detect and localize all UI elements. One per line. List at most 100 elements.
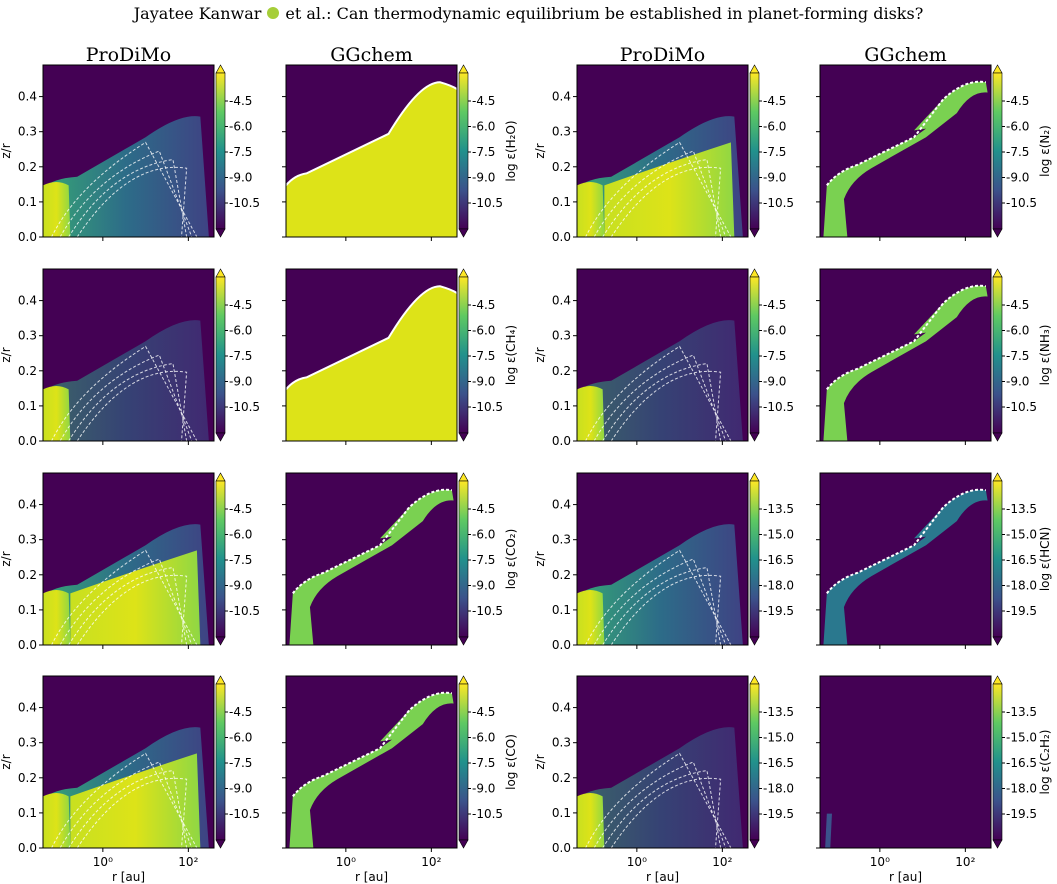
colorbar-extend-bottom: [992, 228, 1003, 238]
colorbar-extend-bottom: [215, 839, 226, 849]
colorbar-tick-label: -6.0: [763, 324, 786, 338]
y-tick-label: 0.4: [18, 701, 37, 715]
abundance-region: [286, 286, 457, 441]
colorbar: [458, 276, 469, 434]
colorbar-tick-label: -7.5: [472, 553, 495, 567]
colorbar-tick-label: -16.5: [1006, 756, 1037, 770]
colorbar-extend-bottom: [215, 636, 226, 646]
y-tick-label: 0.0: [552, 638, 571, 652]
colorbar-tick-label: -7.5: [229, 145, 252, 159]
y-tick-label: 0.0: [18, 434, 37, 448]
colorbar-extend-bottom: [458, 228, 469, 238]
colorbar-tick-label: -9.0: [472, 375, 495, 389]
colorbar-tick-label: -6.0: [472, 324, 495, 338]
contour-line: [76, 370, 188, 442]
panel-frame: [42, 268, 215, 442]
colorbar-tick-label: -10.5: [1006, 196, 1037, 210]
colorbar-label: log ε(H₂O): [504, 120, 518, 181]
x-axis-label: r [au]: [112, 870, 145, 884]
y-tick-label: 0.0: [552, 434, 571, 448]
panel-r1-c2: -4.5 -6.0 -7.5 -9.0 -10.5 log ε(H₂O): [282, 64, 518, 241]
column-title-4: GGchem: [864, 44, 947, 66]
column-title-1: ProDiMo: [86, 44, 172, 66]
panel-frame: [285, 268, 458, 442]
x-axis-label: r [au]: [646, 870, 679, 884]
panel-frame: [285, 64, 458, 238]
colorbar: [992, 683, 1003, 841]
abundance-core: [577, 589, 605, 645]
colorbar-tick-label: -19.5: [763, 807, 794, 821]
colorbar-extend-bottom: [749, 636, 760, 646]
y-tick-label: 0.0: [552, 230, 571, 244]
colorbar-tick-label: -10.5: [472, 196, 503, 210]
contour-line: [76, 777, 188, 849]
colorbar-tick-label: -7.5: [1006, 145, 1029, 159]
colorbar: [458, 683, 469, 841]
abundance-core: [577, 792, 605, 848]
colorbar-tick-label: -10.5: [229, 400, 260, 414]
panel-frame: [285, 472, 458, 646]
colorbar-extend-bottom: [215, 432, 226, 442]
contour-line: [285, 285, 458, 391]
colorbar-tick-label: -10.5: [229, 196, 260, 210]
colorbar: [215, 72, 226, 230]
colorbar-tick-label: -13.5: [1006, 705, 1037, 719]
panel-frame: [819, 675, 992, 849]
abundance-core: [43, 589, 71, 645]
contour-line: [602, 770, 722, 849]
colorbar-tick-label: -19.5: [763, 604, 794, 618]
contour-line: [610, 370, 722, 442]
y-tick-label: 0.2: [18, 771, 37, 785]
colorbar-tick-label: -7.5: [229, 349, 252, 363]
colorbar-extend-top: [992, 472, 1003, 482]
colorbar-extend-top: [215, 64, 226, 74]
y-tick-label: 0.1: [18, 806, 37, 820]
y-tick-label: 0.3: [18, 533, 37, 547]
panel-frame: [42, 472, 215, 646]
panel-r2-c2: -4.5 -6.0 -7.5 -9.0 -10.5 log ε(CH₄): [282, 268, 518, 445]
colorbar-tick-label: -18.0: [1006, 782, 1037, 796]
panel-r1-c4: -4.5 -6.0 -7.5 -9.0 -10.5 log ε(N₂): [816, 64, 1052, 241]
colorbar-label: log ε(CO₂): [504, 529, 518, 590]
colorbar-tick-label: -7.5: [472, 756, 495, 770]
contour-line: [826, 488, 987, 595]
y-axis-label: z/r: [0, 347, 13, 362]
y-tick-label: 0.4: [552, 498, 571, 512]
y-tick-label: 0.4: [552, 701, 571, 715]
abundance-region: [286, 82, 457, 237]
column-title-3: ProDiMo: [620, 44, 706, 66]
panel-frame: [42, 64, 215, 238]
colorbar-tick-label: -15.0: [1006, 731, 1037, 745]
colorbar-tick-label: -10.5: [763, 196, 794, 210]
panel-r1-c1: 0.0 0.1 0.2 0.3 0.4 z/r -4.5 -6.0 -7.5 -9.0 -10.5: [0, 64, 260, 244]
colorbar-tick-label: -15.0: [763, 528, 794, 542]
contour-line: [68, 770, 188, 849]
x-axis-label: r [au]: [355, 870, 388, 884]
colorbar-label: log ε(N₂): [1038, 125, 1052, 177]
colorbar-extend-top: [458, 64, 469, 74]
contour-line: [51, 141, 198, 238]
colorbar-tick-label: -13.5: [763, 502, 794, 516]
x-tick-label: 10²: [712, 855, 732, 869]
colorbar-tick-label: -6.0: [472, 528, 495, 542]
y-tick-label: 0.2: [552, 568, 571, 582]
x-tick-label: 10⁰: [93, 855, 113, 869]
contour-line: [292, 488, 453, 595]
colorbar-tick-label: -6.0: [229, 120, 252, 134]
y-tick-label: 0.4: [18, 90, 37, 104]
colorbar: [749, 72, 760, 230]
abundance-region: [577, 727, 743, 848]
abundance-core: [43, 181, 71, 237]
colorbar-tick-label: -6.0: [472, 120, 495, 134]
x-tick-label: 10⁰: [336, 855, 356, 869]
colorbar-tick-label: -7.5: [1006, 349, 1029, 363]
panel-r2-c3: 0.0 0.1 0.2 0.3 0.4 z/r -4.5 -6.0 -7.5 -9.0 -10.5: [533, 268, 794, 448]
y-axis-label: z/r: [0, 143, 13, 158]
header-authors: Jayatee Kanwar: [133, 4, 262, 23]
colorbar-tick-label: -13.5: [1006, 502, 1037, 516]
colorbar-extend-bottom: [749, 432, 760, 442]
colorbar-extend-top: [749, 472, 760, 482]
colorbar-extend-bottom: [992, 839, 1003, 849]
colorbar-tick-label: -6.0: [229, 528, 252, 542]
